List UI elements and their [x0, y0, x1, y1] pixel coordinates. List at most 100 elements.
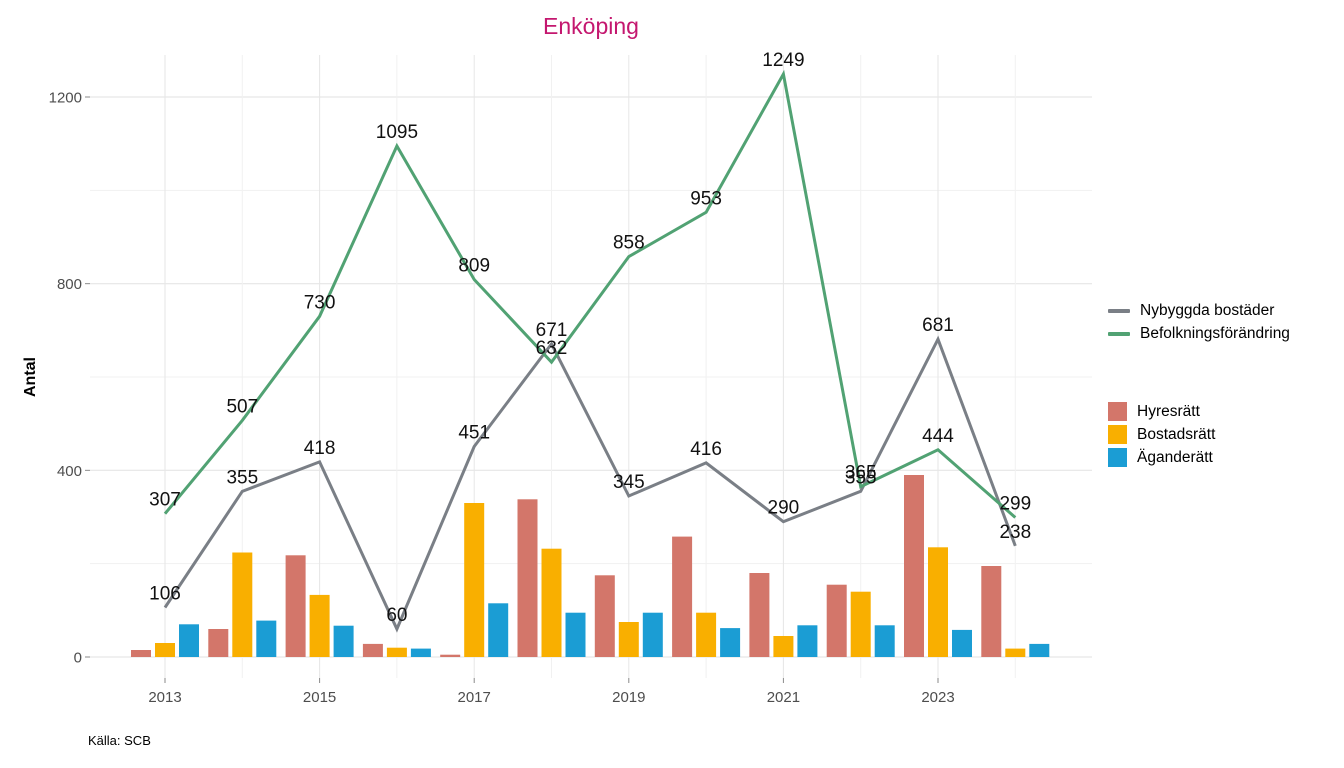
legend-label-hyresratt: Hyresrätt — [1137, 402, 1200, 420]
bar-bostadsr-tt-2020 — [696, 612, 717, 657]
line-nybyggda-bost-der — [163, 335, 1017, 633]
bar--gander-tt-2024 — [1029, 643, 1050, 657]
y-axis-title: Antal — [22, 357, 39, 397]
source-text: Källa: SCB — [88, 733, 151, 748]
x-tick-label: 2013 — [148, 689, 181, 706]
bar-bostadsr-tt-2015 — [309, 594, 330, 657]
point-label-befolkningsf-r-ndring-2013: 307 — [149, 490, 181, 511]
point-label-nybyggda-bost-der-2020: 416 — [690, 439, 722, 460]
bar--gander-tt-2023 — [952, 629, 972, 657]
x-tick-label: 2023 — [921, 689, 954, 706]
point-label-nybyggda-bost-der-2013: 106 — [149, 584, 181, 605]
bar-bostadsr-tt-2013 — [155, 643, 175, 657]
point-label-nybyggda-bost-der-2024: 238 — [999, 522, 1031, 543]
bar-hyresr-tt-2016 — [362, 643, 383, 657]
legend-item-befolkningsforandring: Befolkningsförändring — [1108, 322, 1290, 345]
bar--gander-tt-2013 — [179, 624, 199, 657]
bar-bostadsr-tt-2021 — [773, 636, 794, 657]
x-tick-label: 2019 — [612, 689, 645, 706]
bar--gander-tt-2022 — [874, 625, 895, 657]
bar-bostadsr-tt-2018 — [541, 548, 562, 657]
bar-hyresr-tt-2013 — [131, 650, 151, 657]
legend-item-hyresratt: Hyresrätt — [1108, 400, 1215, 423]
legend-label-bostadsratt: Bostadsrätt — [1137, 425, 1216, 443]
point-label-nybyggda-bost-der-2021: 290 — [768, 498, 800, 519]
line-befolkningsf-r-ndring — [163, 69, 1017, 519]
point-label-nybyggda-bost-der-2017: 451 — [458, 423, 490, 444]
hyresratt-swatch-icon — [1108, 402, 1127, 421]
y-tick-label: 800 — [57, 276, 82, 293]
nybyggda-bostader-line-swatch-icon — [1108, 308, 1130, 313]
bar--gander-tt-2015 — [333, 625, 354, 657]
bars-hyresr-tt — [131, 475, 1002, 657]
bar-bostadsr-tt-2014 — [232, 552, 253, 657]
point-labels-nybyggda-bost-der: 106 355 418 60 451 671 345 416 290 355 681 238 — [149, 315, 1031, 626]
aganderatt-swatch-icon — [1108, 448, 1127, 467]
y-tick-label: 1200 — [49, 89, 82, 106]
bar-bostadsr-tt-2024 — [1005, 648, 1026, 657]
bar-hyresr-tt-2020 — [672, 536, 693, 657]
bar--gander-tt-2018 — [565, 612, 586, 657]
bar--gander-tt-2020 — [720, 628, 741, 657]
legend-item-bostadsratt: Bostadsrätt — [1108, 423, 1215, 446]
legend-bars: Hyresrätt Bostadsrätt Äganderätt — [1108, 400, 1215, 469]
bar--gander-tt-2021 — [797, 625, 818, 657]
y-tick-label: 400 — [57, 463, 82, 480]
bar-hyresr-tt-2014 — [208, 629, 229, 657]
point-label-nybyggda-bost-der-2018: 671 — [536, 320, 568, 341]
bar-hyresr-tt-2024 — [981, 566, 1002, 657]
point-label-nybyggda-bost-der-2023: 681 — [922, 315, 954, 336]
bar--gander-tt-2019 — [642, 612, 663, 657]
point-labels-befolkningsf-r-ndring: 307 507 730 1095 809 632 858 953 1249 365 444 299 — [149, 50, 1031, 514]
bar-hyresr-tt-2017 — [440, 654, 461, 657]
bostadsratt-swatch-icon — [1108, 425, 1127, 444]
bar-bostadsr-tt-2019 — [618, 622, 639, 657]
y-axis-labels: 0 400 800 1200 — [49, 89, 82, 666]
axis-ticks — [85, 96, 939, 683]
point-label-befolkningsf-r-ndring-2016: 1095 — [376, 122, 418, 143]
legend-item-aganderatt: Äganderätt — [1108, 446, 1215, 469]
bar--gander-tt-2017 — [488, 603, 509, 657]
bar-bostadsr-tt-2022 — [850, 591, 871, 657]
x-tick-label: 2021 — [767, 689, 800, 706]
point-label-befolkningsf-r-ndring-2021: 1249 — [762, 50, 804, 71]
point-label-nybyggda-bost-der-2022: 355 — [845, 467, 877, 488]
point-label-befolkningsf-r-ndring-2014: 507 — [226, 396, 258, 417]
legend-label-nybyggda-bostader: Nybyggda bostäder — [1140, 301, 1275, 319]
bar--gander-tt-2014 — [256, 620, 277, 657]
point-label-befolkningsf-r-ndring-2024: 299 — [999, 494, 1031, 515]
point-label-nybyggda-bost-der-2019: 345 — [613, 472, 645, 493]
bar-bostadsr-tt-2023 — [928, 547, 948, 657]
point-label-befolkningsf-r-ndring-2020: 953 — [690, 188, 722, 209]
bar-hyresr-tt-2015 — [285, 555, 306, 657]
legend-item-nybyggda-bostader: Nybyggda bostäder — [1108, 299, 1290, 322]
bar-hyresr-tt-2019 — [594, 575, 615, 657]
bar-hyresr-tt-2022 — [826, 584, 847, 657]
bar-hyresr-tt-2018 — [517, 499, 538, 657]
point-label-nybyggda-bost-der-2014: 355 — [226, 467, 258, 488]
point-label-befolkningsf-r-ndring-2017: 809 — [458, 256, 490, 277]
chart-title: Enköping — [543, 13, 639, 39]
bar-bostadsr-tt-2017 — [464, 503, 485, 657]
bars-bostadsr-tt — [155, 503, 1026, 657]
point-label-befolkningsf-r-ndring-2023: 444 — [922, 426, 954, 447]
bars--gander-tt — [179, 603, 1050, 657]
bar-hyresr-tt-2023 — [904, 475, 924, 657]
point-label-befolkningsf-r-ndring-2018: 632 — [536, 338, 568, 359]
x-axis-labels: 2013 2015 2017 2019 2021 2023 — [148, 689, 954, 706]
legend-label-befolkningsforandring: Befolkningsförändring — [1140, 324, 1290, 342]
bar--gander-tt-2016 — [410, 648, 431, 657]
legend-lines: Nybyggda bostäder Befolkningsförändring — [1108, 299, 1290, 345]
point-label-nybyggda-bost-der-2016: 60 — [386, 605, 407, 626]
point-label-nybyggda-bost-der-2015: 418 — [304, 438, 336, 459]
befolkningsforandring-line-swatch-icon — [1108, 331, 1130, 336]
gridlines — [90, 55, 1092, 678]
point-label-befolkningsf-r-ndring-2015: 730 — [304, 292, 336, 313]
bar-bostadsr-tt-2016 — [386, 647, 407, 657]
x-tick-label: 2017 — [458, 689, 491, 706]
y-tick-label: 0 — [74, 650, 82, 667]
legend-label-aganderatt: Äganderätt — [1137, 448, 1213, 466]
point-label-befolkningsf-r-ndring-2022: 365 — [845, 463, 877, 484]
